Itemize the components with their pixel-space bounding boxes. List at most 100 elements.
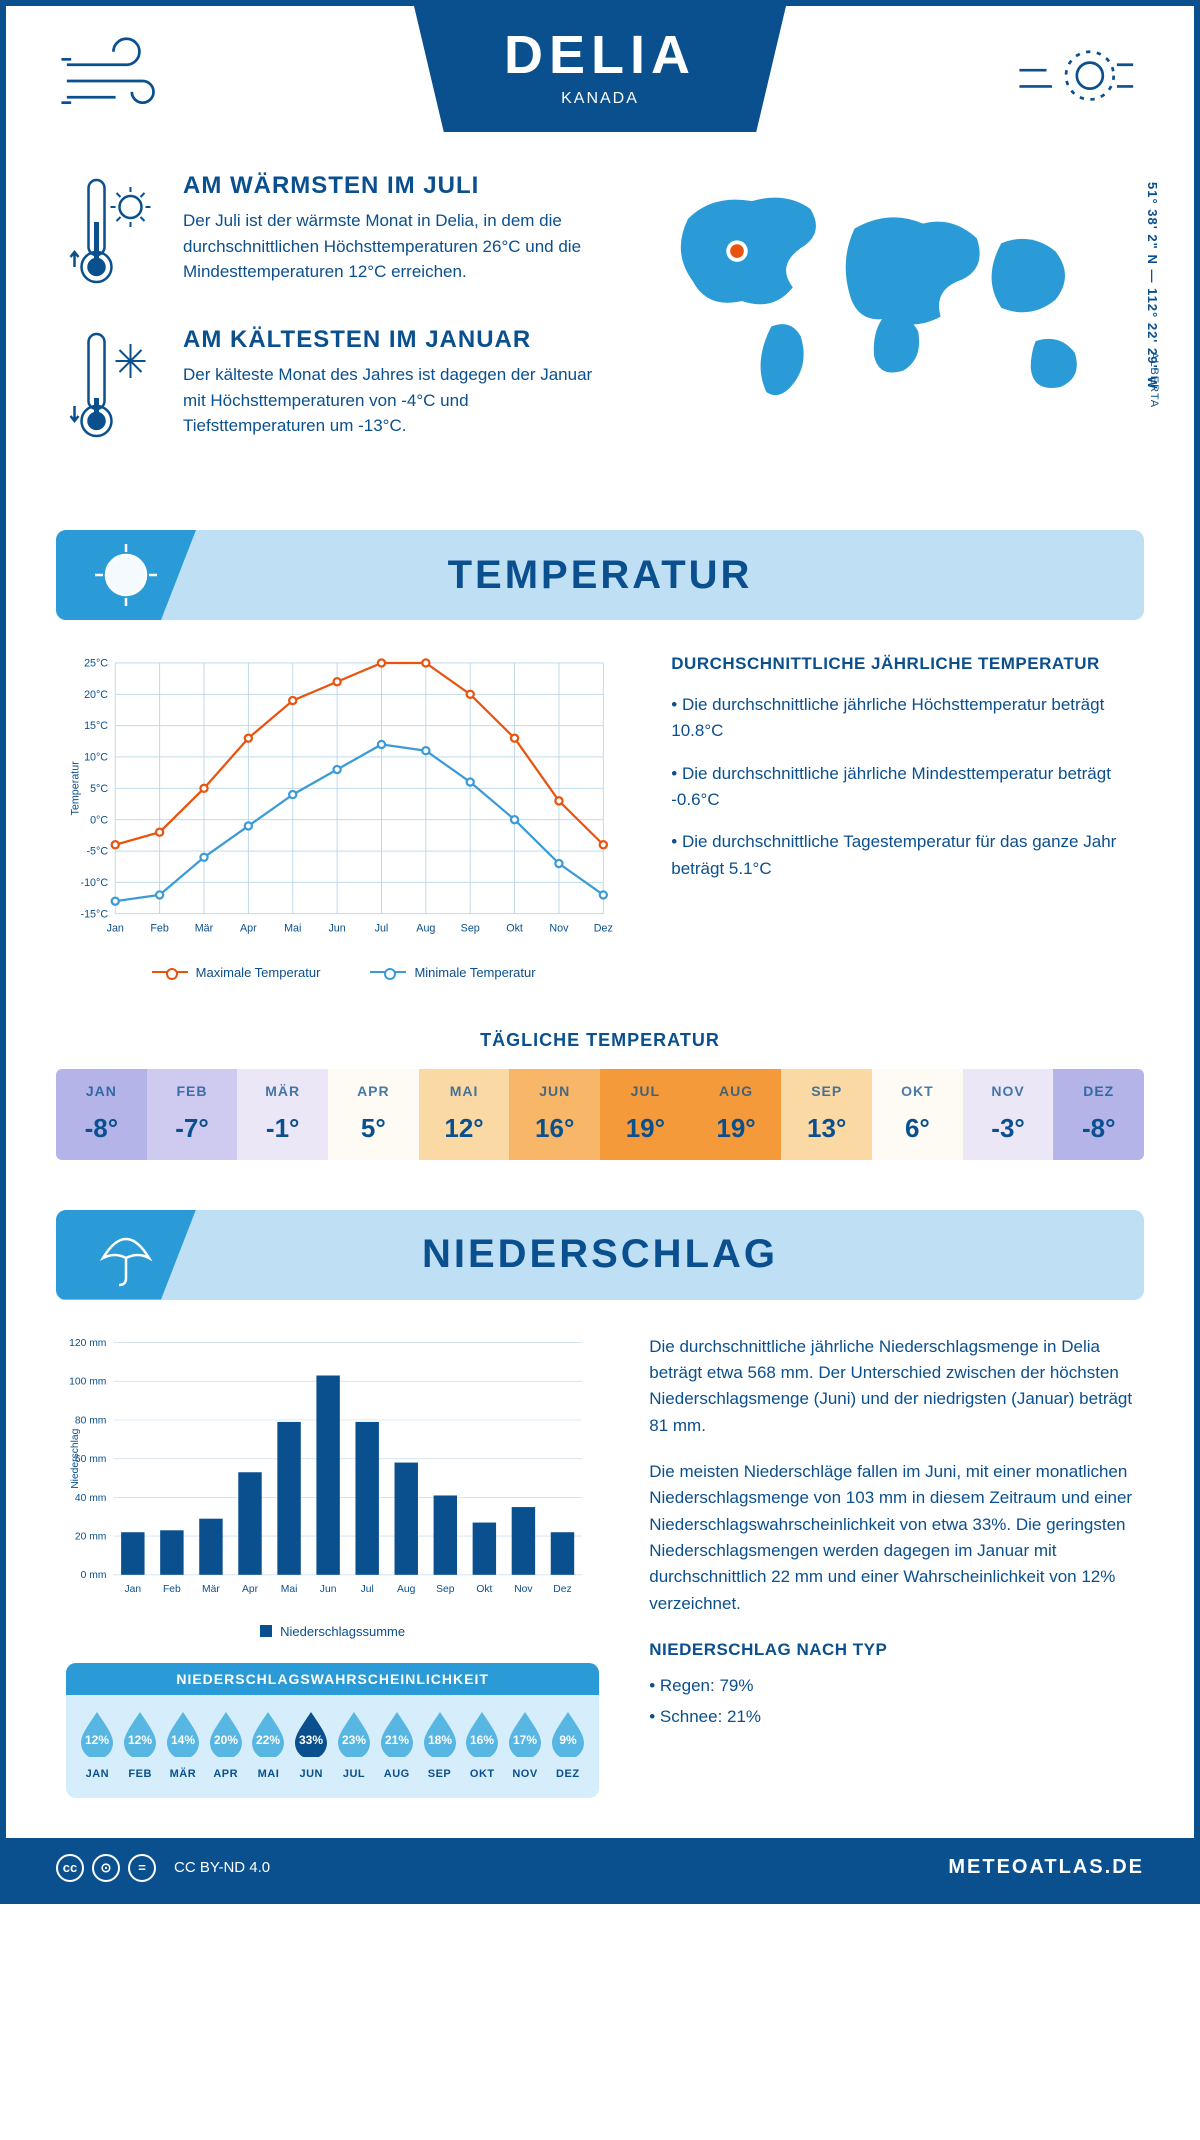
- daily-cell: APR5°: [328, 1069, 419, 1160]
- prob-item: 14% MÄR: [162, 1709, 205, 1780]
- svg-text:Apr: Apr: [242, 1584, 259, 1595]
- world-map-block: 51° 38' 2" N — 112° 22' 29" W ALBERTA: [644, 172, 1134, 480]
- svg-text:21%: 21%: [385, 1733, 409, 1747]
- svg-text:Dez: Dez: [553, 1584, 571, 1595]
- svg-text:Temperatur: Temperatur: [70, 761, 82, 816]
- svg-text:Sep: Sep: [436, 1584, 455, 1595]
- site-name: METEOATLAS.DE: [948, 1856, 1144, 1879]
- daily-temp-title: TÄGLICHE TEMPERATUR: [6, 1030, 1194, 1051]
- temp-summary: DURCHSCHNITTLICHE JÄHRLICHE TEMPERATUR •…: [671, 654, 1134, 980]
- umbrella-icon: [91, 1220, 161, 1290]
- svg-text:Niederschlag: Niederschlag: [70, 1428, 81, 1488]
- temp-line-chart: -15°C-10°C-5°C0°C5°C10°C15°C20°C25°CJanF…: [66, 654, 621, 980]
- precip-title: NIEDERSCHLAG: [56, 1232, 1144, 1277]
- wind-icon-left: [56, 36, 186, 126]
- warm-text: Der Juli ist der wärmste Monat in Delia,…: [183, 208, 604, 285]
- thermometer-hot-icon: [66, 172, 161, 292]
- svg-text:Dez: Dez: [594, 923, 613, 935]
- precip-legend-label: Niederschlagssumme: [280, 1624, 405, 1639]
- svg-text:80 mm: 80 mm: [75, 1415, 107, 1426]
- svg-text:Okt: Okt: [476, 1584, 492, 1595]
- precip-summary: Die durchschnittliche jährliche Niedersc…: [649, 1334, 1134, 1798]
- svg-text:Nov: Nov: [514, 1584, 533, 1595]
- region: ALBERTA: [1148, 352, 1160, 408]
- svg-text:Mai: Mai: [284, 923, 301, 935]
- cold-text: Der kälteste Monat des Jahres ist dagege…: [183, 362, 604, 439]
- license-text: CC BY-ND 4.0: [174, 1859, 270, 1876]
- city-name: DELIA: [504, 24, 696, 86]
- sun-icon: [91, 540, 161, 610]
- temp-text-l3: • Die durchschnittliche Tagestemperatur …: [671, 829, 1134, 882]
- precip-p1: Die durchschnittliche jährliche Niedersc…: [649, 1334, 1134, 1439]
- svg-text:Apr: Apr: [240, 923, 257, 935]
- svg-text:14%: 14%: [171, 1733, 195, 1747]
- precip-bar-chart: 0 mm20 mm40 mm60 mm80 mm100 mm120 mmJanF…: [66, 1334, 599, 1609]
- svg-text:20%: 20%: [214, 1733, 238, 1747]
- header: DELIA KANADA: [6, 6, 1194, 142]
- svg-text:Jan: Jan: [125, 1584, 142, 1595]
- temp-chart-svg: -15°C-10°C-5°C0°C5°C10°C15°C20°C25°CJanF…: [66, 654, 621, 950]
- daily-cell: NOV-3°: [963, 1069, 1054, 1160]
- precip-rain: • Regen: 79%: [649, 1673, 1134, 1699]
- prob-item: 22% MAI: [247, 1709, 290, 1780]
- svg-text:-5°C: -5°C: [86, 846, 108, 858]
- warm-title: AM WÄRMSTEN IM JULI: [183, 172, 604, 200]
- temp-legend: Maximale Temperatur Minimale Temperatur: [66, 965, 621, 980]
- world-map: [644, 172, 1134, 432]
- daily-cell: AUG19°: [691, 1069, 782, 1160]
- cc-icon: cc: [56, 1854, 84, 1882]
- svg-text:22%: 22%: [256, 1733, 280, 1747]
- svg-text:Jan: Jan: [107, 923, 124, 935]
- country-name: KANADA: [504, 90, 696, 108]
- svg-text:16%: 16%: [470, 1733, 494, 1747]
- svg-text:Jun: Jun: [328, 923, 345, 935]
- daily-cell: FEB-7°: [147, 1069, 238, 1160]
- prob-item: 23% JUL: [333, 1709, 376, 1780]
- prob-item: 12% FEB: [119, 1709, 162, 1780]
- svg-text:0°C: 0°C: [90, 814, 108, 826]
- daily-cell: OKT6°: [872, 1069, 963, 1160]
- temp-section-header: TEMPERATUR: [56, 530, 1144, 620]
- svg-text:0 mm: 0 mm: [81, 1570, 107, 1581]
- daily-cell: MÄR-1°: [237, 1069, 328, 1160]
- cold-title: AM KÄLTESTEN IM JANUAR: [183, 326, 604, 354]
- temp-text-title: DURCHSCHNITTLICHE JÄHRLICHE TEMPERATUR: [671, 654, 1134, 674]
- svg-text:12%: 12%: [128, 1733, 152, 1747]
- by-icon: ⊙: [92, 1854, 120, 1882]
- svg-text:Mär: Mär: [202, 1584, 220, 1595]
- daily-cell: SEP13°: [781, 1069, 872, 1160]
- precip-legend: Niederschlagssumme: [66, 1624, 599, 1639]
- daily-cell: JUN16°: [509, 1069, 600, 1160]
- daily-cell: DEZ-8°: [1053, 1069, 1144, 1160]
- svg-text:Aug: Aug: [397, 1584, 416, 1595]
- svg-text:15°C: 15°C: [84, 720, 108, 732]
- prob-item: 21% AUG: [375, 1709, 418, 1780]
- svg-text:Okt: Okt: [506, 923, 523, 935]
- svg-text:Sep: Sep: [461, 923, 480, 935]
- svg-text:Feb: Feb: [163, 1584, 181, 1595]
- precip-section-header: NIEDERSCHLAG: [56, 1210, 1144, 1300]
- prob-item: 12% JAN: [76, 1709, 119, 1780]
- svg-text:17%: 17%: [513, 1733, 537, 1747]
- svg-text:Jun: Jun: [320, 1584, 337, 1595]
- prob-item: 17% NOV: [504, 1709, 547, 1780]
- svg-text:5°C: 5°C: [90, 783, 108, 795]
- svg-text:-10°C: -10°C: [81, 877, 109, 889]
- svg-text:18%: 18%: [427, 1733, 451, 1747]
- svg-text:9%: 9%: [559, 1733, 577, 1747]
- legend-min-label: Minimale Temperatur: [414, 965, 535, 980]
- precip-snow: • Schnee: 21%: [649, 1704, 1134, 1730]
- wind-icon-right: [1014, 36, 1144, 126]
- svg-text:-15°C: -15°C: [81, 908, 109, 920]
- svg-text:120 mm: 120 mm: [69, 1338, 106, 1349]
- temp-text-l2: • Die durchschnittliche jährliche Mindes…: [671, 761, 1134, 814]
- svg-text:12%: 12%: [85, 1733, 109, 1747]
- legend-max-label: Maximale Temperatur: [196, 965, 321, 980]
- svg-text:Feb: Feb: [150, 923, 169, 935]
- svg-text:100 mm: 100 mm: [69, 1376, 106, 1387]
- svg-text:Aug: Aug: [416, 923, 435, 935]
- daily-temp-table: JAN-8° FEB-7° MÄR-1° APR5° MAI12° JUN16°…: [56, 1069, 1144, 1160]
- prob-title: NIEDERSCHLAGSWAHRSCHEINLICHKEIT: [66, 1663, 599, 1695]
- daily-cell: JUL19°: [600, 1069, 691, 1160]
- daily-cell: JAN-8°: [56, 1069, 147, 1160]
